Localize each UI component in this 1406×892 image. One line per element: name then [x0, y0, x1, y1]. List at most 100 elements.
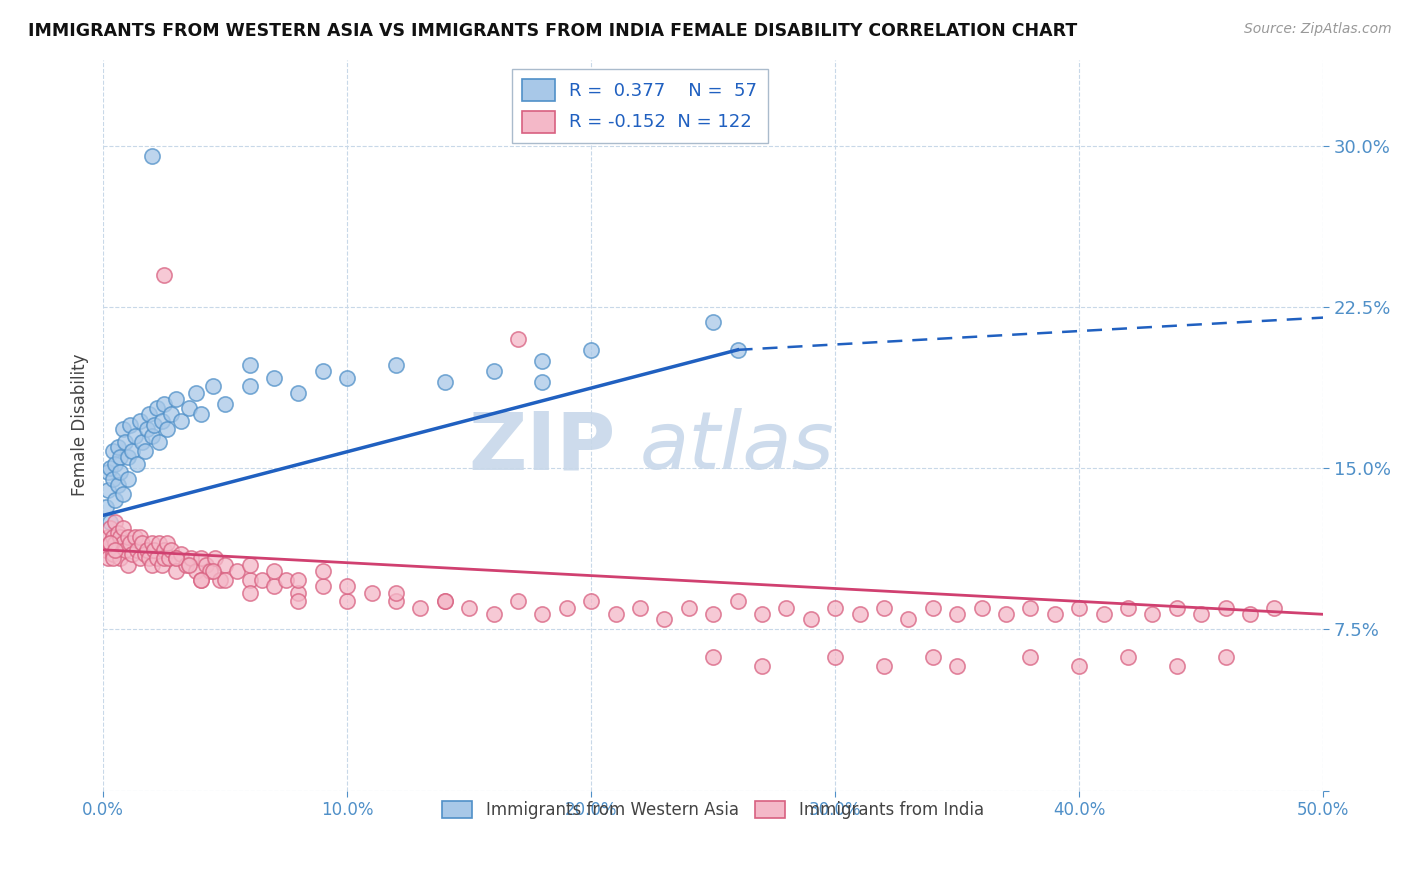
Point — [101, 547, 124, 561]
Point — [994, 607, 1017, 622]
Point — [873, 600, 896, 615]
Point — [921, 600, 943, 615]
Point — [131, 435, 153, 450]
Point — [107, 542, 129, 557]
Point — [263, 564, 285, 578]
Point — [848, 607, 870, 622]
Point — [100, 536, 122, 550]
Point — [287, 586, 309, 600]
Point — [433, 594, 456, 608]
Point — [238, 558, 260, 572]
Point — [148, 435, 170, 450]
Point — [204, 551, 226, 566]
Point — [250, 573, 273, 587]
Point — [111, 487, 134, 501]
Point — [751, 607, 773, 622]
Point — [312, 579, 335, 593]
Y-axis label: Female Disability: Female Disability — [72, 354, 89, 496]
Point — [150, 414, 173, 428]
Point — [155, 536, 177, 550]
Point — [312, 364, 335, 378]
Point — [190, 573, 212, 587]
Point — [214, 558, 236, 572]
Point — [107, 478, 129, 492]
Point — [136, 542, 159, 557]
Point — [482, 607, 505, 622]
Point — [165, 551, 187, 566]
Point — [214, 573, 236, 587]
Point — [160, 408, 183, 422]
Point — [153, 542, 176, 557]
Point — [127, 457, 149, 471]
Point — [506, 332, 529, 346]
Point — [458, 600, 481, 615]
Point — [531, 375, 554, 389]
Point — [128, 551, 150, 566]
Point — [146, 401, 169, 415]
Point — [97, 551, 120, 566]
Point — [287, 573, 309, 587]
Point — [155, 422, 177, 436]
Point — [153, 551, 176, 566]
Point — [101, 551, 124, 566]
Point — [101, 472, 124, 486]
Point — [287, 385, 309, 400]
Point — [628, 600, 651, 615]
Point — [263, 579, 285, 593]
Point — [117, 472, 139, 486]
Text: Source: ZipAtlas.com: Source: ZipAtlas.com — [1244, 22, 1392, 37]
Point — [531, 353, 554, 368]
Point — [157, 551, 180, 566]
Point — [124, 429, 146, 443]
Point — [111, 536, 134, 550]
Point — [117, 558, 139, 572]
Point — [118, 536, 141, 550]
Point — [128, 414, 150, 428]
Point — [287, 594, 309, 608]
Point — [727, 343, 749, 357]
Point — [579, 594, 602, 608]
Point — [201, 379, 224, 393]
Point — [136, 422, 159, 436]
Point — [134, 443, 156, 458]
Point — [775, 600, 797, 615]
Point — [1263, 600, 1285, 615]
Text: IMMIGRANTS FROM WESTERN ASIA VS IMMIGRANTS FROM INDIA FEMALE DISABILITY CORRELAT: IMMIGRANTS FROM WESTERN ASIA VS IMMIGRAN… — [28, 22, 1077, 40]
Point — [1069, 600, 1091, 615]
Point — [150, 558, 173, 572]
Point — [190, 573, 212, 587]
Point — [654, 612, 676, 626]
Point — [1116, 600, 1139, 615]
Point — [727, 594, 749, 608]
Point — [141, 536, 163, 550]
Point — [177, 558, 200, 572]
Point — [138, 551, 160, 566]
Point — [579, 343, 602, 357]
Point — [238, 573, 260, 587]
Point — [1215, 600, 1237, 615]
Point — [170, 414, 193, 428]
Point — [1166, 659, 1188, 673]
Point — [108, 450, 131, 465]
Point — [141, 558, 163, 572]
Point — [118, 418, 141, 433]
Point — [104, 515, 127, 529]
Point — [100, 461, 122, 475]
Point — [800, 612, 823, 626]
Point — [108, 530, 131, 544]
Point — [108, 466, 131, 480]
Point — [1142, 607, 1164, 622]
Point — [409, 600, 432, 615]
Point — [276, 573, 298, 587]
Point — [970, 600, 993, 615]
Point — [336, 579, 359, 593]
Point — [127, 542, 149, 557]
Point — [385, 358, 408, 372]
Point — [385, 586, 408, 600]
Point — [107, 525, 129, 540]
Point — [238, 379, 260, 393]
Point — [117, 450, 139, 465]
Point — [946, 659, 969, 673]
Point — [134, 547, 156, 561]
Point — [143, 542, 166, 557]
